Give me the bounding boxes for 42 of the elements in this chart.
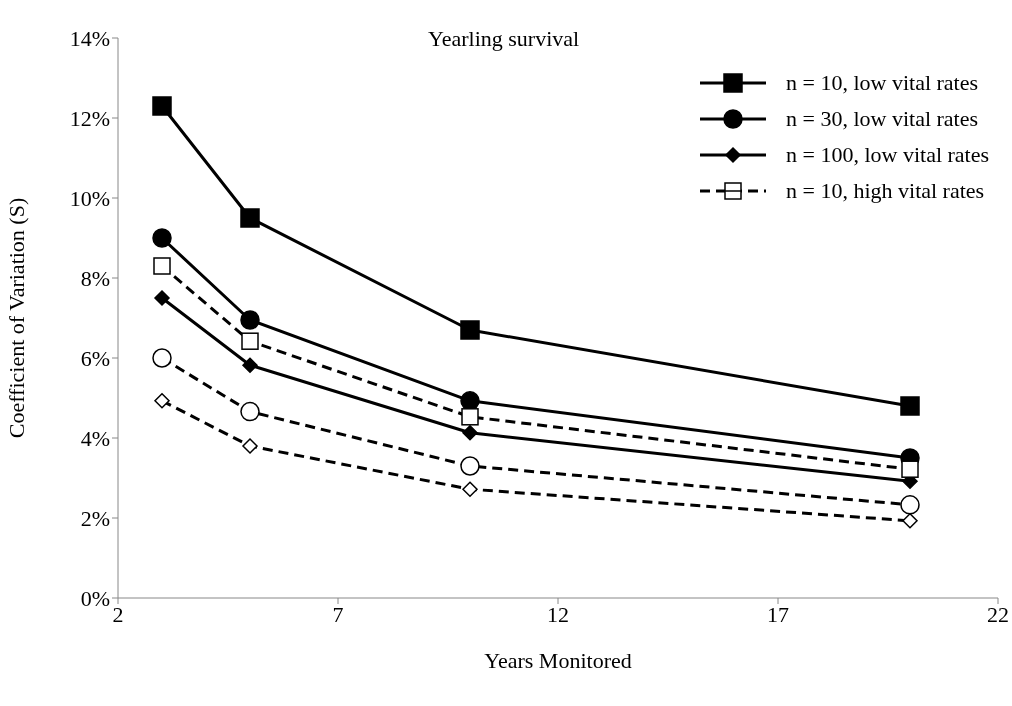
point xyxy=(153,257,171,275)
point xyxy=(242,357,258,373)
x-tick-label: 2 xyxy=(112,601,124,627)
legend-label: n = 10, low vital rates xyxy=(786,70,980,96)
point xyxy=(152,96,172,116)
y-tick-label: 10% xyxy=(69,185,110,211)
point xyxy=(154,393,170,409)
x-tick-label: 17 xyxy=(767,601,789,627)
point xyxy=(241,332,259,350)
point xyxy=(462,425,478,441)
legend-label: n = 30, low vital rates xyxy=(786,106,980,132)
y-tick-label: 14% xyxy=(69,25,110,51)
point xyxy=(462,481,478,497)
point xyxy=(152,228,172,248)
legend-label: n = 10, high vital rates xyxy=(786,178,986,204)
x-tick-label: 12 xyxy=(547,601,569,627)
y-tick-label: 4% xyxy=(80,425,110,451)
y-tick-label: 0% xyxy=(80,585,110,611)
point xyxy=(242,438,258,454)
y-tick-label: 12% xyxy=(69,105,110,131)
point xyxy=(900,495,920,515)
point xyxy=(901,460,919,478)
y-tick-label: 2% xyxy=(80,505,110,531)
x-tick-label: 7 xyxy=(332,601,344,627)
legend-label: n = 100, low vital rates xyxy=(786,142,991,168)
chart-title: Yearling survival xyxy=(428,26,580,52)
x-tick-label: 22 xyxy=(987,601,1009,627)
point xyxy=(460,456,480,476)
point xyxy=(240,310,260,330)
point xyxy=(460,391,480,411)
point xyxy=(240,208,260,228)
y-axis-title: Coefficient of Variation (S) xyxy=(3,197,29,439)
x-axis-title: Years Monitored xyxy=(484,648,632,673)
point xyxy=(154,290,170,306)
point xyxy=(900,396,920,416)
point xyxy=(240,401,260,422)
point xyxy=(902,513,918,529)
point xyxy=(460,320,480,340)
point xyxy=(152,348,172,368)
y-tick-label: 8% xyxy=(80,265,110,291)
y-tick-label: 6% xyxy=(80,345,110,371)
point xyxy=(461,408,479,426)
